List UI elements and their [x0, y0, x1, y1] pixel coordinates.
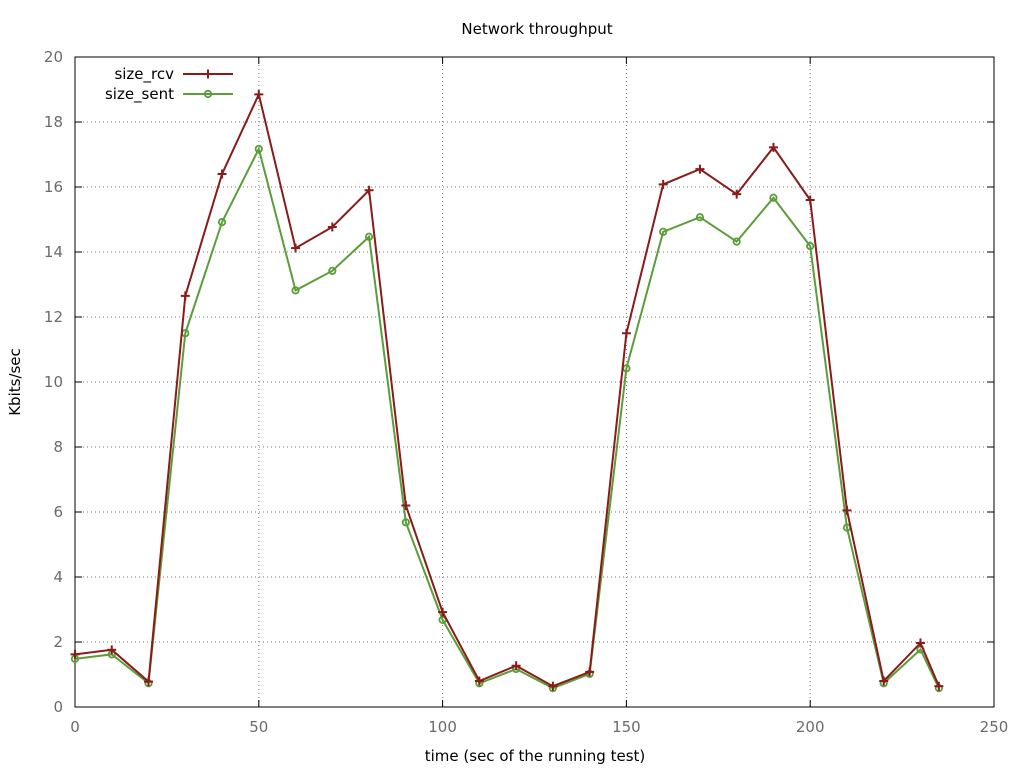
plus-marker: [217, 169, 227, 179]
y-tick-label: 16: [44, 178, 63, 196]
plus-marker: [254, 89, 264, 99]
series-size-rcv: [70, 89, 944, 691]
circle-marker: [217, 218, 227, 227]
y-tick-label: 20: [44, 48, 63, 66]
circle-marker: [291, 286, 300, 295]
plus-marker: [401, 501, 411, 510]
circle-marker: [769, 193, 778, 202]
y-axis-title: Kbits/sec: [6, 348, 24, 416]
plus-marker: [180, 291, 190, 301]
circle-marker: [806, 242, 815, 251]
plus-marker: [879, 676, 889, 686]
plus-marker: [842, 505, 852, 515]
legend-item: size_rcv: [114, 65, 233, 84]
plus-marker: [732, 189, 742, 199]
plus-marker: [70, 649, 80, 659]
x-axis-title: time (sec of the running test): [425, 747, 646, 765]
series-layer: [70, 89, 944, 693]
chart-title: Network throughput: [461, 20, 612, 38]
axis-ticks: 0 50 100 150 200 250 0 2 4 6 8 10 12 14 16 18 20: [44, 48, 1008, 736]
plus-marker: [805, 195, 815, 205]
plus-marker: [658, 179, 668, 189]
plus-marker: [291, 243, 301, 253]
plus-marker: [621, 328, 631, 338]
plot-border: [74, 56, 995, 708]
circle-marker: [203, 89, 213, 99]
plus-marker: [934, 681, 944, 691]
plus-marker: [107, 645, 117, 655]
circle-marker: [254, 144, 263, 154]
plus-marker: [511, 661, 521, 671]
series-size-sent: [70, 144, 943, 693]
y-tick-label: 6: [53, 503, 63, 521]
circle-marker: [732, 237, 741, 246]
x-tick-label: 50: [249, 718, 268, 736]
y-tick-label: 12: [44, 308, 63, 326]
plus-marker: [203, 69, 213, 79]
plus-marker: [695, 164, 705, 174]
plus-marker: [548, 681, 558, 691]
x-tick-label: 150: [612, 718, 641, 736]
plus-marker: [768, 142, 778, 152]
plus-marker: [327, 222, 337, 232]
legend-label: size_rcv: [114, 65, 174, 84]
plus-marker: [915, 638, 925, 648]
plus-marker: [474, 676, 484, 686]
x-tick-label: 200: [796, 718, 825, 736]
y-tick-label: 18: [44, 113, 63, 131]
legend-item: size_sent: [105, 85, 233, 104]
y-tick-label: 0: [53, 698, 63, 716]
circle-marker: [659, 227, 668, 236]
plus-marker: [364, 185, 374, 195]
x-tick-label: 100: [428, 718, 457, 736]
y-tick-label: 10: [44, 373, 63, 391]
y-tick-label: 14: [44, 243, 63, 261]
x-tick-label: 0: [70, 718, 80, 736]
y-tick-label: 4: [53, 568, 63, 586]
circle-marker: [364, 232, 374, 241]
legend-label: size_sent: [105, 85, 174, 104]
circle-marker: [401, 518, 410, 527]
x-tick-label: 250: [980, 718, 1009, 736]
circle-marker: [695, 213, 705, 222]
series-line: [74, 91, 940, 688]
plus-marker: [585, 667, 595, 677]
plus-marker: [438, 607, 448, 617]
plus-marker: [144, 677, 154, 687]
y-tick-label: 2: [53, 633, 63, 651]
grid: [75, 57, 994, 707]
y-tick-label: 8: [53, 438, 63, 456]
circle-marker: [328, 266, 337, 275]
